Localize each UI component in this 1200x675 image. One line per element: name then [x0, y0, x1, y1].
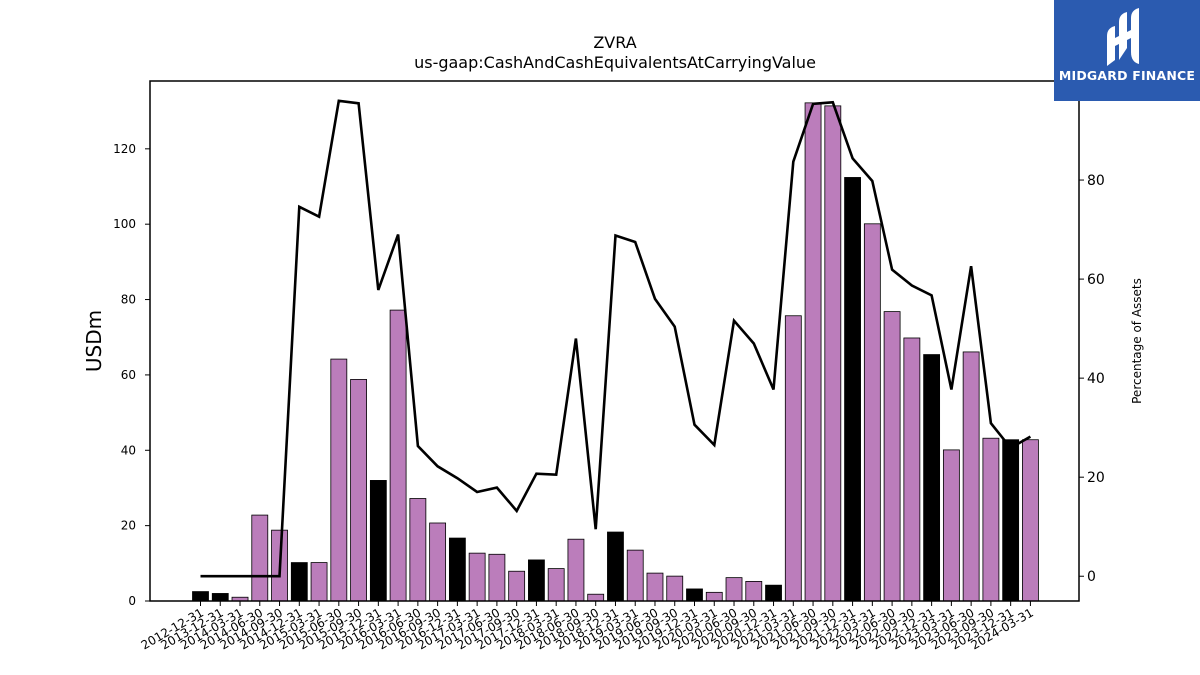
y-tick-label: 80 [121, 293, 136, 307]
y2-tick-label: 60 [1087, 272, 1105, 288]
bar [488, 553, 506, 602]
bar [745, 581, 763, 602]
y2-tick-label: 80 [1087, 173, 1105, 189]
y2-axis-label: Percentage of Assets [1130, 278, 1144, 404]
bar [389, 309, 407, 602]
bar [824, 105, 842, 602]
bar [607, 531, 624, 602]
bar [844, 177, 861, 602]
bar [290, 562, 308, 602]
y-tick-label: 60 [121, 368, 136, 382]
y-tick-label: 40 [121, 443, 136, 457]
bar [765, 584, 782, 602]
bar [942, 449, 960, 602]
bar [784, 315, 802, 602]
bar [528, 559, 545, 602]
logo-text: MIDGARD FINANCE [1058, 68, 1196, 83]
bar [646, 572, 664, 602]
chart-subtitle: us-gaap:CashAndCashEquivalentsAtCarrying… [414, 53, 816, 72]
y2-tick-label: 20 [1087, 470, 1105, 486]
line-series [200, 99, 1032, 578]
y-tick-label: 100 [113, 217, 136, 231]
x-axis: 2012-12-312013-12-312014-03-312014-06-30… [139, 601, 1036, 652]
bar [330, 358, 348, 602]
midgard-finance-logo: MIDGARD FINANCE [1054, 0, 1200, 101]
bar [923, 354, 941, 602]
y-axis-left: 0 20 40 60 80 100 120 [113, 142, 150, 608]
bar [666, 575, 684, 602]
bar [804, 102, 822, 602]
bar [251, 514, 269, 602]
bar [725, 577, 743, 602]
bar [310, 562, 328, 602]
chart-title: ZVRA [593, 33, 636, 52]
bar [626, 549, 644, 602]
bar [587, 593, 605, 602]
bar [350, 379, 367, 602]
y-axis-label: USDm [82, 310, 106, 372]
midgard-logo-icon [1107, 8, 1139, 66]
bar [567, 538, 585, 602]
bar [448, 537, 466, 602]
bar [508, 570, 526, 602]
y-tick-label: 0 [128, 594, 136, 608]
y-tick-label: 120 [113, 142, 136, 156]
bar [1002, 439, 1020, 602]
bar [429, 522, 447, 602]
bar [686, 588, 703, 602]
bar [468, 552, 486, 602]
bar [982, 437, 1000, 602]
bar [903, 337, 921, 602]
y2-tick-label: 0 [1087, 569, 1096, 585]
bar [547, 568, 565, 602]
bar [369, 480, 387, 602]
bar [1022, 439, 1039, 602]
bar [705, 591, 723, 602]
bar [863, 223, 881, 602]
y2-tick-label: 40 [1087, 371, 1105, 387]
bar [192, 591, 209, 602]
percentage-line [200, 99, 1032, 578]
bar [962, 351, 980, 602]
y-tick-label: 20 [121, 519, 136, 533]
bar-series [192, 102, 1039, 602]
bar [211, 593, 229, 602]
y-axis-right: 0 20 40 60 80 [1079, 173, 1105, 585]
plot-frame [149, 80, 1080, 602]
bar [409, 498, 427, 602]
bar [883, 311, 901, 602]
